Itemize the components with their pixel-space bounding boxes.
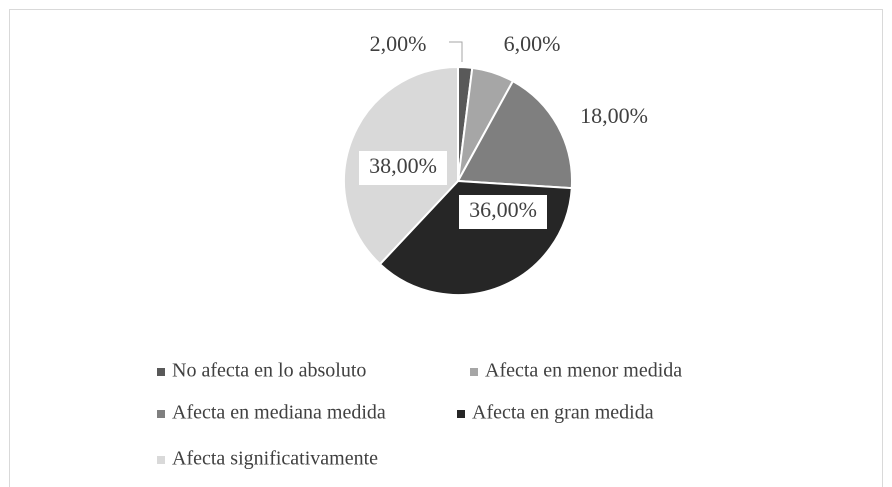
pie-slice (456, 79, 573, 190)
leader-line (449, 41, 463, 62)
legend-swatch (157, 410, 165, 418)
legend-label: No afecta en lo absoluto (172, 360, 366, 382)
legend-swatch (470, 368, 478, 376)
legend-swatch (157, 368, 165, 376)
legend-swatch (457, 410, 465, 418)
legend-label: Afecta en menor medida (485, 360, 682, 382)
label-box (459, 195, 547, 229)
data-label: 38,00% (369, 153, 437, 178)
label-box (359, 151, 447, 185)
data-label: 36,00% (469, 197, 537, 222)
legend-label: Afecta significativamente (172, 448, 378, 470)
legend-label: Afecta en gran medida (472, 402, 654, 424)
legend-label: Afecta en mediana medida (172, 402, 386, 424)
data-label: 18,00% (580, 103, 648, 128)
legend-swatch (157, 456, 165, 464)
data-label: 2,00% (370, 31, 427, 56)
data-label: 6,00% (504, 31, 561, 56)
